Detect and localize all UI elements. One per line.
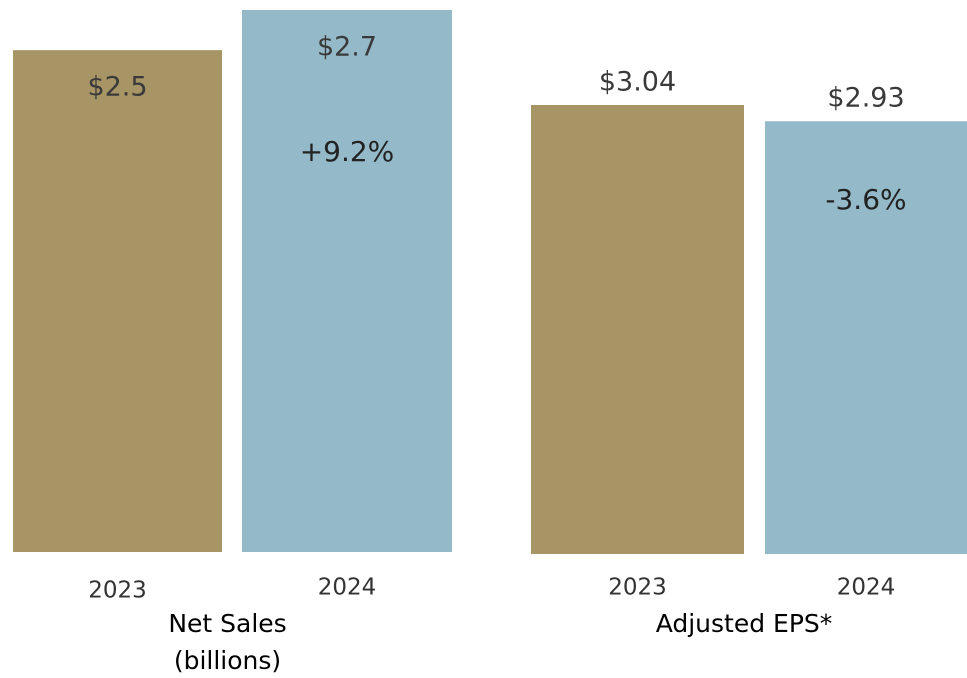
chart-title: Adjusted EPS* <box>656 609 833 638</box>
x-tick-label: 2024 <box>318 575 377 601</box>
value-label: $3.04 <box>599 67 676 98</box>
x-tick-label: 2023 <box>608 575 667 601</box>
bar <box>765 121 967 555</box>
value-label: $2.7 <box>317 32 377 63</box>
bar <box>531 105 744 554</box>
annotation: +9.2% <box>300 135 395 168</box>
chart-subtitle: (billions) <box>174 646 281 675</box>
value-label: $2.5 <box>87 72 147 103</box>
x-tick-label: 2023 <box>88 578 147 604</box>
value-label: $2.93 <box>827 83 904 114</box>
annotation: -3.6% <box>825 183 906 216</box>
bar <box>242 10 452 552</box>
x-tick-label: 2024 <box>837 575 896 601</box>
chart-title: Net Sales <box>168 609 286 638</box>
bar <box>13 50 222 553</box>
